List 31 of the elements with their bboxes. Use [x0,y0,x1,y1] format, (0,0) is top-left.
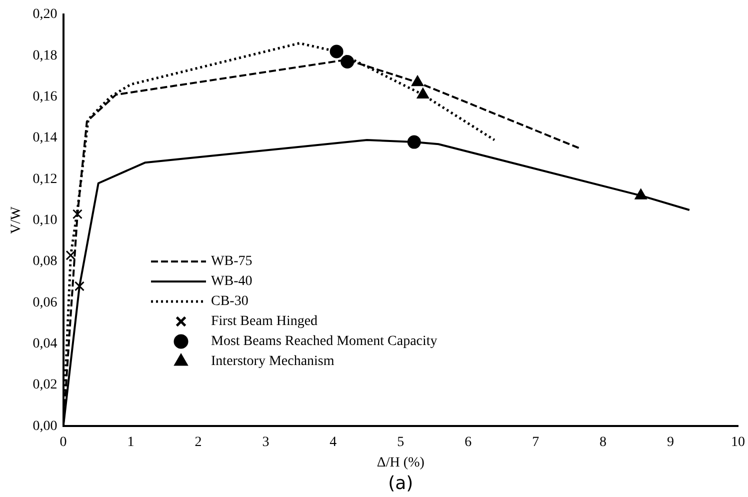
y-axis-title: V/W [9,206,24,234]
y-tick-label: 0,16 [32,89,58,104]
x-tick-label: 10 [731,434,745,450]
x-tick-label: 9 [667,434,674,450]
x-tick-label: 4 [330,434,337,450]
y-tick-label: 0,00 [32,418,58,434]
y-tick-label: 0,20 [32,7,58,22]
x-tick-label: 3 [262,434,270,450]
legend-label: CB-30 [211,294,248,310]
x-tick-label: 7 [532,434,540,450]
x-tick-label: 0 [60,434,67,450]
y-tick-label: 0,14 [32,130,58,146]
legend-label: Most Beams Reached Moment Capacity [211,334,438,350]
legend-label: WB-40 [211,274,252,290]
y-tick-label: 0,08 [32,254,58,270]
legend-label: WB-75 [211,254,252,270]
y-tick-label: 0,04 [32,336,58,352]
x-tick-label: 2 [194,434,202,450]
y-tick-label: 0,18 [32,48,58,64]
text: (a) [388,473,414,494]
x-tick-label: 8 [600,434,607,450]
y-tick-label: 0,10 [32,212,58,228]
legend-label: Interstory Mechanism [211,354,334,370]
y-tick-label: 0,12 [32,172,58,187]
y-tick-label: 0,02 [32,378,58,393]
x-tick-label: 6 [464,434,472,450]
legend-label: First Beam Hinged [211,314,318,330]
y-tick-label: 0,06 [32,295,58,310]
x-tick-label: 5 [397,434,404,450]
x-axis-title: Δ/H (%) [376,455,425,470]
x-tick-label: 1 [127,434,134,450]
